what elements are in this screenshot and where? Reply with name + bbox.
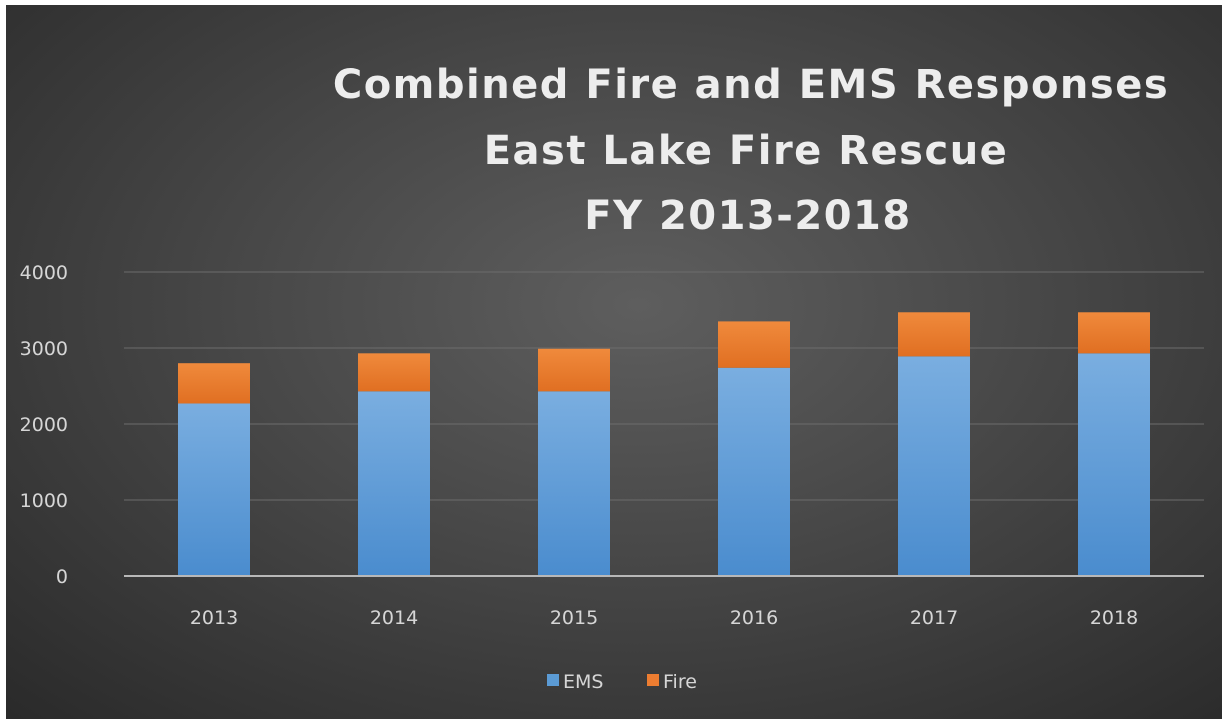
legend-swatch-fire — [647, 674, 659, 686]
gridlines — [124, 271, 1204, 501]
y-tick-label: 1000 — [20, 490, 68, 512]
x-tick-label: 2017 — [910, 607, 958, 629]
y-tick-label: 3000 — [20, 338, 68, 360]
y-axis-ticks: 0 1000 2000 3000 4000 — [20, 262, 68, 588]
bar-fire-2015 — [538, 348, 610, 392]
bar-fire-2014 — [358, 353, 430, 392]
bar-fire-2013 — [178, 363, 250, 404]
bar-ems-2015 — [538, 391, 610, 576]
bar-fire-2016 — [718, 321, 790, 368]
x-axis-ticks: 2013 2014 2015 2016 2017 2018 — [190, 607, 1138, 629]
stacked-bar-chart: Combined Fire and EMS Responses East Lak… — [20, 62, 1204, 693]
chart-title-line-3: FY 2013-2018 — [584, 193, 911, 239]
legend-swatch-ems — [547, 674, 559, 686]
y-tick-label: 0 — [56, 566, 68, 588]
x-tick-label: 2015 — [550, 607, 598, 629]
x-tick-label: 2018 — [1090, 607, 1138, 629]
chart-title: Combined Fire and EMS Responses East Lak… — [333, 62, 1169, 239]
bar-ems-2017 — [898, 356, 970, 576]
legend: EMS Fire — [547, 671, 697, 693]
bars — [178, 312, 1150, 576]
chart-title-line-2: East Lake Fire Rescue — [484, 128, 1009, 174]
x-tick-label: 2013 — [190, 607, 238, 629]
x-tick-label: 2016 — [730, 607, 778, 629]
chart-title-line-1: Combined Fire and EMS Responses — [333, 62, 1169, 108]
bar-ems-2014 — [358, 391, 430, 576]
y-tick-label: 2000 — [20, 414, 68, 436]
bar-fire-2018 — [1078, 312, 1150, 354]
y-tick-label: 4000 — [20, 262, 68, 284]
bar-ems-2013 — [178, 403, 250, 576]
x-tick-label: 2014 — [370, 607, 418, 629]
bar-ems-2016 — [718, 367, 790, 576]
legend-label-ems: EMS — [563, 671, 603, 693]
bar-ems-2018 — [1078, 353, 1150, 576]
legend-label-fire: Fire — [663, 671, 697, 693]
bar-fire-2017 — [898, 312, 970, 357]
